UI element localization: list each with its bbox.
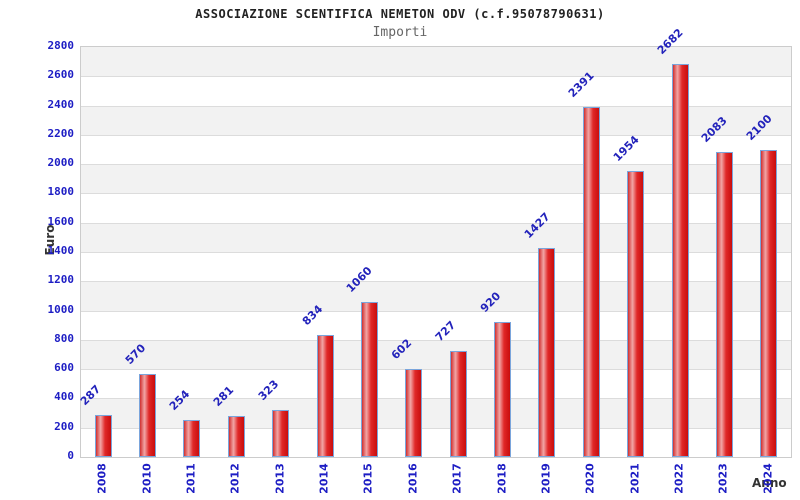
- y-tick-label: 400: [54, 390, 74, 404]
- gridline: [81, 310, 791, 312]
- x-tick-label: 2022: [672, 463, 686, 494]
- gridline: [81, 134, 791, 136]
- bar-2008: [94, 414, 112, 457]
- bar-2020: [582, 106, 600, 457]
- x-tick-label: 2016: [406, 463, 420, 494]
- y-tick-label: 2000: [47, 156, 75, 170]
- x-tick-label: 2012: [228, 463, 242, 494]
- bar-2018: [494, 322, 512, 457]
- gridline: [81, 398, 791, 400]
- x-tick-label: 2011: [184, 463, 198, 494]
- bar-2013: [272, 409, 290, 457]
- gridline: [81, 281, 791, 283]
- gridline: [81, 164, 791, 166]
- x-tick-label: 2020: [583, 463, 597, 494]
- y-tick-label: 200: [54, 419, 74, 433]
- bar-2024: [760, 149, 778, 457]
- gridline: [81, 76, 791, 78]
- bar-2016: [405, 368, 423, 457]
- y-tick-label: 1200: [47, 273, 75, 287]
- x-tick-label: 2013: [273, 463, 287, 494]
- y-tick-label: 0: [67, 449, 74, 462]
- bar-2011: [183, 419, 201, 457]
- gridline: [81, 222, 791, 224]
- y-tick-label: 2800: [47, 39, 75, 52]
- y-tick-label: 1000: [47, 302, 75, 316]
- x-tick-label: 2023: [716, 463, 730, 494]
- bar-2023: [715, 152, 733, 457]
- bar-2021: [627, 170, 645, 457]
- bar-2019: [538, 248, 556, 457]
- x-tick-label: 2024: [761, 463, 775, 494]
- bar-2010: [139, 373, 157, 457]
- x-tick-label: 2017: [450, 463, 464, 494]
- x-tick-label: 2021: [628, 463, 642, 494]
- x-tick-label: 2019: [539, 463, 553, 494]
- y-tick-label: 1400: [47, 244, 75, 257]
- y-tick-label: 2200: [47, 126, 75, 140]
- y-tick-label: 800: [54, 331, 74, 345]
- chart-title: ASSOCIAZIONE SCENTIFICA NEMETON ODV (c.f…: [195, 7, 605, 21]
- y-tick-label: 1600: [47, 214, 75, 228]
- bar-2015: [360, 301, 378, 457]
- x-tick-label: 2018: [495, 463, 509, 494]
- x-axis-title: Anno: [752, 476, 787, 490]
- y-tick-label: 600: [54, 361, 74, 375]
- gridline: [81, 252, 791, 253]
- bar-2022: [671, 64, 689, 457]
- gridline: [81, 427, 791, 429]
- y-tick-label: 2600: [47, 68, 75, 82]
- gridline: [81, 339, 791, 341]
- gridline: [81, 369, 791, 371]
- gridline: [81, 193, 791, 195]
- plot-area: 287 570 254 281 323 834 1060 602 727 920 1427 2391 1…: [78, 26, 792, 458]
- x-tick-label: 2015: [361, 463, 375, 494]
- y-tick-label: 2400: [47, 97, 75, 111]
- bar-2012: [227, 415, 245, 457]
- x-tick-label: 2014: [317, 463, 331, 494]
- chart-subtitle: Importi: [372, 25, 428, 40]
- y-tick-label: 1800: [47, 185, 75, 199]
- x-tick-label: 2010: [140, 463, 154, 494]
- x-tick-label: 2008: [95, 463, 109, 494]
- bar-2014: [316, 334, 334, 457]
- gridline: [81, 105, 791, 107]
- bar-2017: [449, 350, 467, 457]
